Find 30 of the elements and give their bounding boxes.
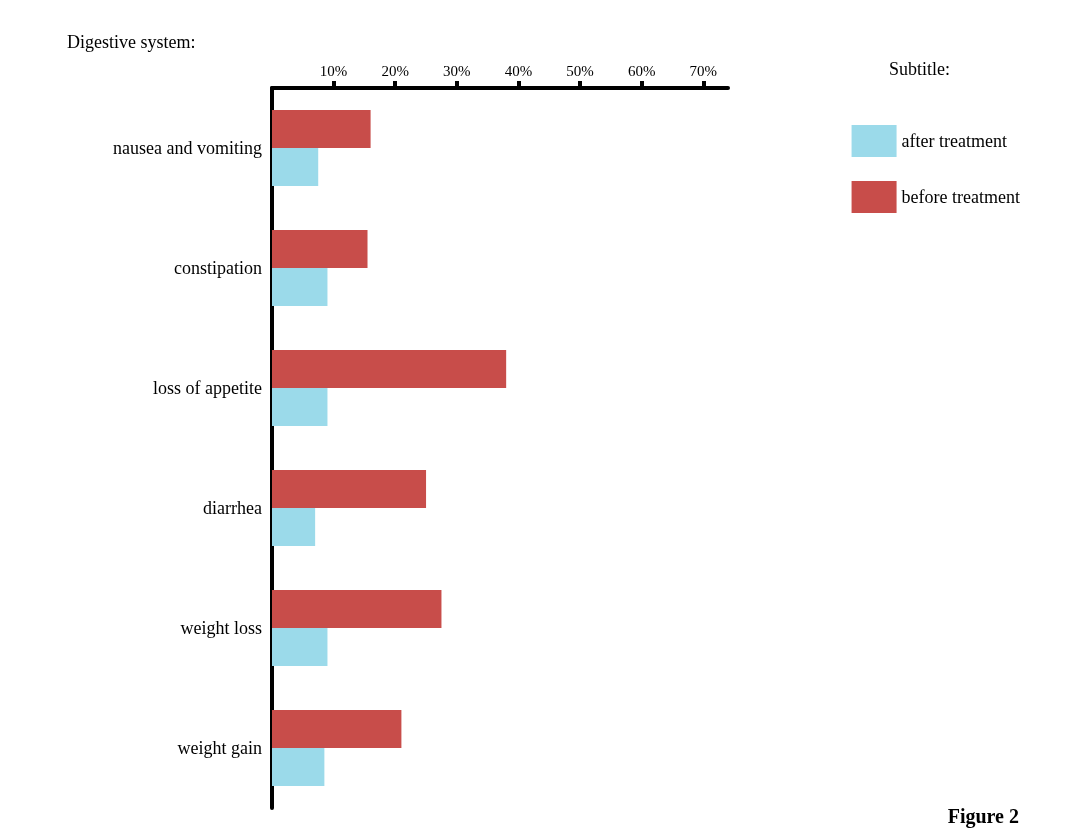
bar — [272, 148, 319, 186]
legend-label: after treatment — [901, 131, 1007, 151]
y-tick-label: loss of appetite — [153, 378, 262, 398]
y-tick-label: nausea and vomiting — [113, 138, 262, 158]
y-tick-label: constipation — [174, 258, 262, 278]
x-tick-label: 60% — [627, 62, 656, 79]
x-tick-label: 10% — [319, 62, 348, 79]
bar — [272, 268, 328, 306]
bar — [272, 470, 427, 508]
x-tick-label: 40% — [504, 62, 533, 79]
bar — [272, 110, 371, 148]
bar — [272, 590, 442, 628]
bar — [272, 388, 328, 426]
bar — [272, 508, 316, 546]
x-tick-label: 20% — [381, 62, 409, 79]
legend-label: before treatment — [901, 187, 1020, 207]
bar — [272, 748, 325, 786]
bar — [272, 710, 402, 748]
y-tick-label: diarrhea — [203, 498, 262, 518]
x-tick-label: 70% — [689, 62, 718, 79]
legend-title: Subtitle: — [889, 59, 951, 79]
caption: Figure 2 — [947, 805, 1020, 828]
bar — [272, 350, 507, 388]
y-tick-label: weight loss — [180, 618, 262, 638]
bar — [272, 628, 328, 666]
chart-title: Digestive system: — [67, 32, 196, 52]
bar — [272, 230, 368, 268]
y-tick-label: weight gain — [177, 738, 262, 758]
x-tick-label: 30% — [443, 62, 471, 79]
x-tick-label: 50% — [566, 62, 594, 79]
